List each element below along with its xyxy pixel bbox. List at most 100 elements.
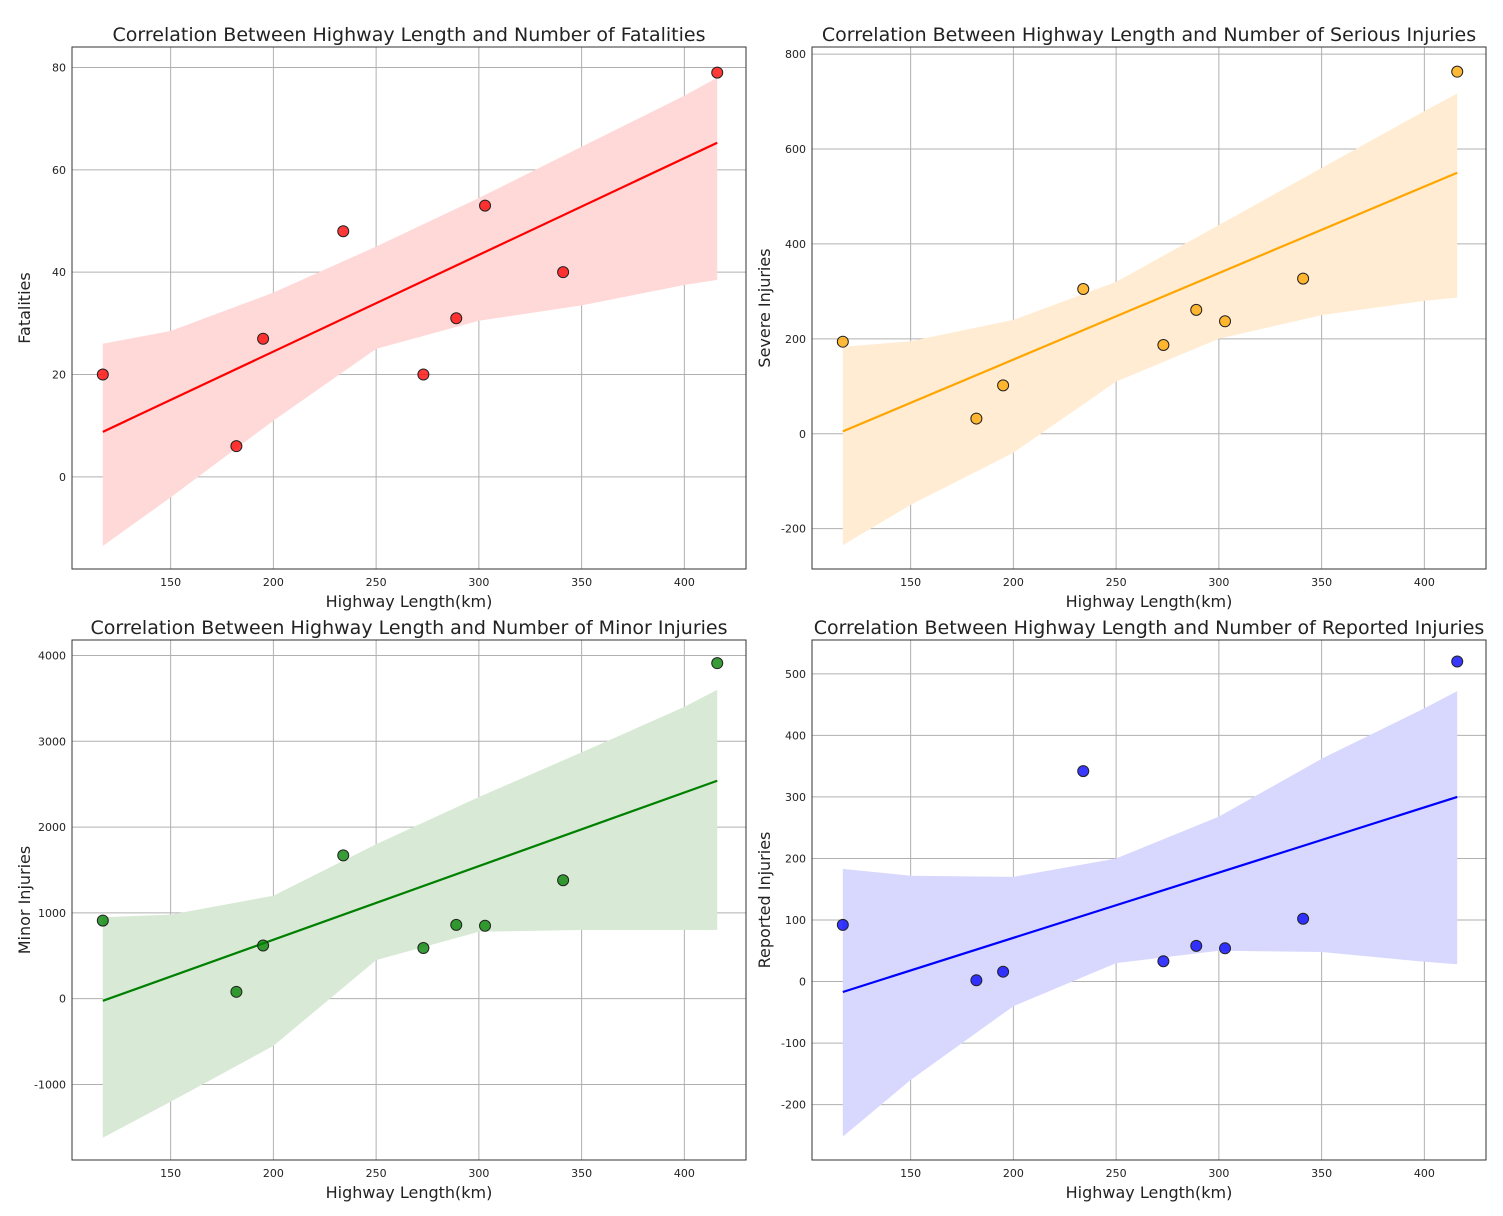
fatalities-x-tick-label: 400 [674,576,695,589]
serious-injuries-data-point [1219,315,1232,328]
reported-injuries-x-tick-label: 300 [1208,1167,1229,1180]
minor-injuries-y-tick-label: 4000 [38,649,66,662]
serious-injuries-data-point [970,412,983,425]
reported-injuries-y-tick-label: -100 [781,1037,806,1050]
serious-injuries-data-point [1077,283,1090,296]
reported-injuries-x-tick-label: 200 [1003,1167,1024,1180]
serious-injuries-x-tick-label: 400 [1414,576,1435,589]
minor-injuries-title: Correlation Between Highway Length and N… [90,617,727,639]
fatalities-x-tick-label: 250 [366,576,387,589]
minor-injuries-confidence-band [102,689,718,1138]
reported-injuries-x-axis-label: Highway Length(km) [1066,1183,1233,1202]
minor-injuries-x-tick-label: 300 [468,1167,489,1180]
fatalities-data-point [257,332,270,345]
fatalities-data-point [711,66,724,79]
serious-injuries-y-tick-label: 800 [785,48,806,61]
serious-injuries-data-point [997,379,1010,392]
serious-injuries-x-tick-label: 150 [900,576,921,589]
reported-injuries-data-point [1219,942,1232,955]
serious-injuries-y-tick-label: 200 [785,333,806,346]
fatalities-confidence-band [102,77,718,546]
minor-injuries-data-point [417,942,430,955]
minor-injuries-y-axis-label: Minor Injuries [15,846,34,955]
minor-injuries-x-tick-label: 150 [160,1167,181,1180]
serious-injuries-title: Correlation Between Highway Length and N… [822,24,1476,46]
minor-injuries-regression-line [102,779,718,1002]
fatalities-x-tick-label: 300 [468,576,489,589]
minor-injuries-data-point [230,985,243,998]
reported-injuries-y-tick-label: 200 [785,852,806,865]
reported-injuries-data-point [1451,655,1464,668]
fatalities-regression-line [102,141,718,433]
minor-injuries-data-point [337,849,350,862]
reported-injuries-y-tick-label: 0 [799,976,806,989]
fatalities-title: Correlation Between Highway Length and N… [113,24,706,46]
minor-injuries-y-tick-label: 3000 [38,735,66,748]
reported-injuries-confidence-band [842,691,1458,1137]
reported-injuries-plot-frame [811,639,1487,1161]
serious-injuries-regression-line [842,171,1458,433]
fatalities-x-tick-label: 350 [571,576,592,589]
minor-injuries-y-tick-label: -1000 [34,1078,66,1091]
serious-injuries-data-point [1297,272,1310,285]
fatalities-x-tick-label: 150 [160,576,181,589]
reported-injuries-y-tick-label: 400 [785,729,806,742]
fatalities-x-tick-label: 200 [263,576,284,589]
minor-injuries-x-axis-label: Highway Length(km) [326,1183,493,1202]
reported-injuries-x-tick-label: 400 [1414,1167,1435,1180]
reported-injuries-x-tick-label: 350 [1311,1167,1332,1180]
reported-injuries-title: Correlation Between Highway Length and N… [814,617,1485,639]
reported-injuries-x-tick-label: 250 [1106,1167,1127,1180]
reported-injuries-y-tick-label: 500 [785,668,806,681]
minor-injuries-data-point [479,919,492,932]
chart-minor-injuries: 150 200 250 300 350 400 -1000 0 1000 2000 3000 4000… [15,617,747,1202]
reported-injuries-data-point [836,918,849,931]
reported-injuries-data-point [970,974,983,987]
fatalities-y-tick-label: 20 [52,369,66,382]
minor-injuries-data-point [450,918,463,931]
reported-injuries-data-point [1297,912,1310,925]
serious-injuries-data-point [1190,303,1203,316]
minor-injuries-x-tick-label: 200 [263,1167,284,1180]
serious-injuries-data-point [1157,339,1170,352]
serious-injuries-y-axis-label: Severe Injuries [755,248,774,367]
minor-injuries-x-tick-label: 350 [571,1167,592,1180]
serious-injuries-y-tick-label: 0 [799,428,806,441]
minor-injuries-y-tick-label: 1000 [38,907,66,920]
serious-injuries-x-tick-label: 300 [1208,576,1229,589]
reported-injuries-data-point [1190,939,1203,952]
serious-injuries-x-tick-label: 350 [1311,576,1332,589]
reported-injuries-y-tick-label: -200 [781,1099,806,1112]
fatalities-y-tick-label: 80 [52,61,66,74]
serious-injuries-y-tick-label: 400 [785,238,806,251]
reported-injuries-data-point [997,965,1010,978]
minor-injuries-x-tick-label: 250 [366,1167,387,1180]
serious-injuries-y-tick-label: 600 [785,143,806,156]
serious-injuries-confidence-band [842,93,1458,546]
serious-injuries-y-tick-label: -200 [781,523,806,536]
serious-injuries-x-tick-label: 200 [1003,576,1024,589]
fatalities-x-axis-label: Highway Length(km) [326,592,493,611]
reported-injuries-x-tick-label: 150 [900,1167,921,1180]
fatalities-y-tick-label: 0 [59,471,66,484]
minor-injuries-data-point [711,657,724,670]
chart-reported-injuries: 150 200 250 300 350 400 -200 -100 0 100 200 300 400 5… [755,617,1487,1202]
serious-injuries-x-tick-label: 250 [1106,576,1127,589]
chart-serious-injuries: 150 200 250 300 350 400 -200 0 200 400 600 800 Corre… [755,24,1487,611]
fatalities-y-tick-label: 40 [52,266,66,279]
fatalities-data-point [450,312,463,325]
reported-injuries-y-axis-label: Reported Injuries [755,832,774,969]
serious-injuries-plot-frame [811,46,1487,570]
serious-injuries-x-axis-label: Highway Length(km) [1066,592,1233,611]
minor-injuries-x-tick-label: 400 [674,1167,695,1180]
minor-injuries-plot-frame [71,639,747,1161]
fatalities-y-axis-label: Fatalities [15,272,34,343]
reported-injuries-regression-line [842,795,1458,994]
minor-injuries-data-point [257,939,270,952]
fatalities-y-tick-label: 60 [52,164,66,177]
minor-injuries-y-tick-label: 0 [59,993,66,1006]
fatalities-data-point [479,199,492,212]
minor-injuries-data-point [96,914,109,927]
minor-injuries-y-tick-label: 2000 [38,821,66,834]
